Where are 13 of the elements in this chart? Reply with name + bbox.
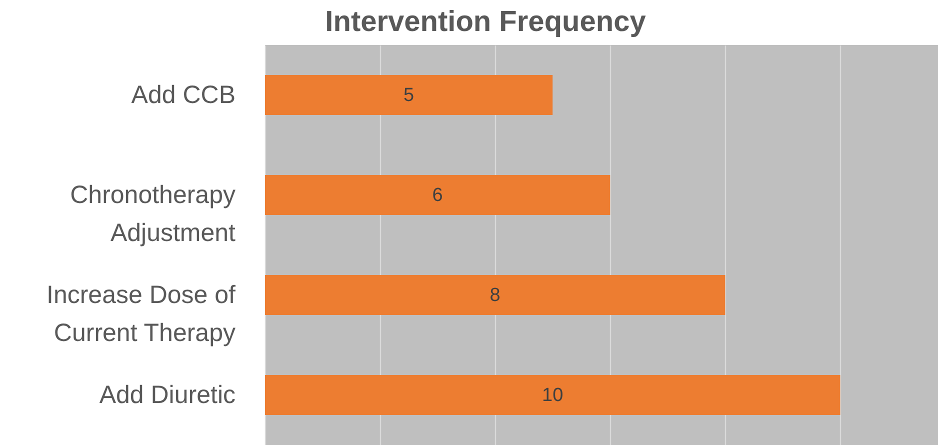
bar	[265, 275, 726, 315]
y-tick-label: Increase Dose of Current Therapy	[46, 281, 236, 347]
bar	[265, 75, 553, 115]
data-label: 6	[432, 185, 443, 206]
chart-title: Intervention Frequency	[325, 6, 646, 38]
data-label: 5	[404, 85, 414, 106]
bar	[265, 175, 610, 215]
bar	[265, 375, 840, 415]
y-tick-label: Add CCB	[131, 81, 236, 109]
data-label: 10	[542, 385, 564, 406]
data-label: 8	[490, 285, 500, 306]
y-tick-label: Chronotherapy Adjustment	[70, 181, 236, 247]
y-tick-label: Add Diuretic	[99, 381, 236, 409]
